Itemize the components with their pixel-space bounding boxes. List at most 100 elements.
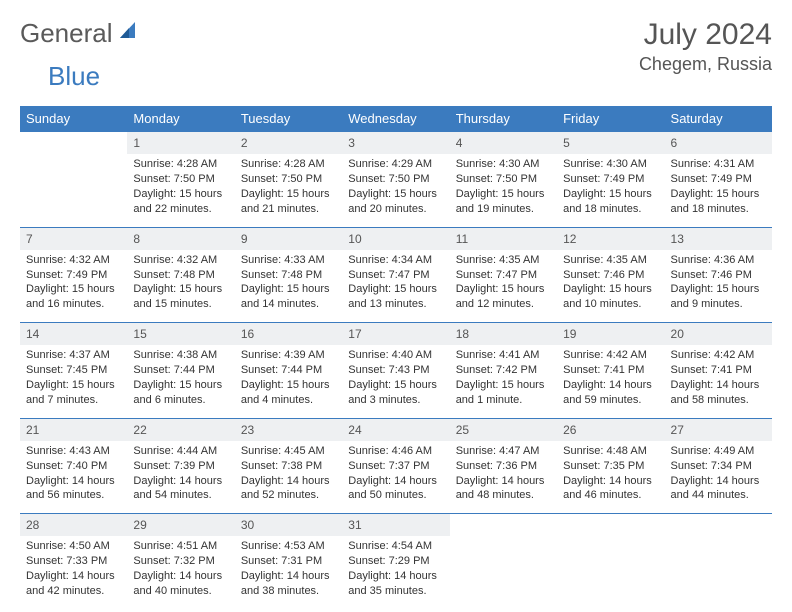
- logo-sail-icon: [117, 20, 139, 47]
- day-number: 28: [20, 514, 127, 536]
- day-body: Sunrise: 4:30 AMSunset: 7:50 PMDaylight:…: [450, 154, 557, 226]
- daylight-text: Daylight: 15 hours and 18 minutes.: [563, 187, 658, 217]
- sunset-text: Sunset: 7:50 PM: [348, 172, 443, 187]
- daylight-text: Daylight: 15 hours and 19 minutes.: [456, 187, 551, 217]
- daylight-text: Daylight: 14 hours and 38 minutes.: [241, 569, 336, 599]
- day-number: 2: [235, 132, 342, 154]
- sunrise-text: Sunrise: 4:38 AM: [133, 348, 228, 363]
- day-number: 18: [450, 323, 557, 345]
- month-title: July 2024: [639, 18, 772, 52]
- calendar-day-cell: 2Sunrise: 4:28 AMSunset: 7:50 PMDaylight…: [235, 132, 342, 228]
- day-body: Sunrise: 4:43 AMSunset: 7:40 PMDaylight:…: [20, 441, 127, 513]
- daylight-text: Daylight: 14 hours and 42 minutes.: [26, 569, 121, 599]
- day-body: [557, 520, 664, 582]
- sunset-text: Sunset: 7:45 PM: [26, 363, 121, 378]
- day-number: 4: [450, 132, 557, 154]
- sunrise-text: Sunrise: 4:48 AM: [563, 444, 658, 459]
- daylight-text: Daylight: 14 hours and 46 minutes.: [563, 474, 658, 504]
- calendar-day-cell: 21Sunrise: 4:43 AMSunset: 7:40 PMDayligh…: [20, 418, 127, 514]
- calendar-day-cell: 18Sunrise: 4:41 AMSunset: 7:42 PMDayligh…: [450, 323, 557, 419]
- sunset-text: Sunset: 7:48 PM: [241, 268, 336, 283]
- day-number: 21: [20, 419, 127, 441]
- sunrise-text: Sunrise: 4:33 AM: [241, 253, 336, 268]
- calendar-week-row: 14Sunrise: 4:37 AMSunset: 7:45 PMDayligh…: [20, 323, 772, 419]
- day-body: Sunrise: 4:47 AMSunset: 7:36 PMDaylight:…: [450, 441, 557, 513]
- sunset-text: Sunset: 7:38 PM: [241, 459, 336, 474]
- weekday-header: Tuesday: [235, 106, 342, 132]
- calendar-day-cell: 10Sunrise: 4:34 AMSunset: 7:47 PMDayligh…: [342, 227, 449, 323]
- sunrise-text: Sunrise: 4:49 AM: [671, 444, 766, 459]
- sunset-text: Sunset: 7:43 PM: [348, 363, 443, 378]
- day-body: Sunrise: 4:45 AMSunset: 7:38 PMDaylight:…: [235, 441, 342, 513]
- sunset-text: Sunset: 7:50 PM: [456, 172, 551, 187]
- daylight-text: Daylight: 15 hours and 21 minutes.: [241, 187, 336, 217]
- day-number: 27: [665, 419, 772, 441]
- calendar-day-cell: 6Sunrise: 4:31 AMSunset: 7:49 PMDaylight…: [665, 132, 772, 228]
- day-body: Sunrise: 4:36 AMSunset: 7:46 PMDaylight:…: [665, 250, 772, 322]
- sunset-text: Sunset: 7:35 PM: [563, 459, 658, 474]
- day-body: Sunrise: 4:37 AMSunset: 7:45 PMDaylight:…: [20, 345, 127, 417]
- calendar-day-cell: 15Sunrise: 4:38 AMSunset: 7:44 PMDayligh…: [127, 323, 234, 419]
- daylight-text: Daylight: 14 hours and 44 minutes.: [671, 474, 766, 504]
- weekday-header: Monday: [127, 106, 234, 132]
- calendar-day-cell: 27Sunrise: 4:49 AMSunset: 7:34 PMDayligh…: [665, 418, 772, 514]
- sunset-text: Sunset: 7:49 PM: [563, 172, 658, 187]
- weekday-header: Thursday: [450, 106, 557, 132]
- sunset-text: Sunset: 7:31 PM: [241, 554, 336, 569]
- sunrise-text: Sunrise: 4:51 AM: [133, 539, 228, 554]
- weekday-header: Saturday: [665, 106, 772, 132]
- daylight-text: Daylight: 15 hours and 13 minutes.: [348, 282, 443, 312]
- day-body: [665, 520, 772, 582]
- title-block: July 2024 Chegem, Russia: [639, 18, 772, 75]
- sunrise-text: Sunrise: 4:29 AM: [348, 157, 443, 172]
- daylight-text: Daylight: 15 hours and 4 minutes.: [241, 378, 336, 408]
- sunrise-text: Sunrise: 4:39 AM: [241, 348, 336, 363]
- calendar-day-cell: 11Sunrise: 4:35 AMSunset: 7:47 PMDayligh…: [450, 227, 557, 323]
- sunset-text: Sunset: 7:33 PM: [26, 554, 121, 569]
- daylight-text: Daylight: 15 hours and 18 minutes.: [671, 187, 766, 217]
- calendar-day-cell: 25Sunrise: 4:47 AMSunset: 7:36 PMDayligh…: [450, 418, 557, 514]
- day-number: 5: [557, 132, 664, 154]
- calendar-day-cell: [20, 132, 127, 228]
- sunset-text: Sunset: 7:37 PM: [348, 459, 443, 474]
- day-number: 6: [665, 132, 772, 154]
- daylight-text: Daylight: 15 hours and 9 minutes.: [671, 282, 766, 312]
- sunrise-text: Sunrise: 4:46 AM: [348, 444, 443, 459]
- sunrise-text: Sunrise: 4:30 AM: [456, 157, 551, 172]
- weekday-header: Sunday: [20, 106, 127, 132]
- sunset-text: Sunset: 7:50 PM: [133, 172, 228, 187]
- day-number: 8: [127, 228, 234, 250]
- calendar-body: 1Sunrise: 4:28 AMSunset: 7:50 PMDaylight…: [20, 132, 772, 609]
- sunset-text: Sunset: 7:49 PM: [26, 268, 121, 283]
- calendar-week-row: 21Sunrise: 4:43 AMSunset: 7:40 PMDayligh…: [20, 418, 772, 514]
- location: Chegem, Russia: [639, 54, 772, 75]
- calendar-day-cell: [450, 514, 557, 609]
- day-body: Sunrise: 4:49 AMSunset: 7:34 PMDaylight:…: [665, 441, 772, 513]
- calendar-week-row: 7Sunrise: 4:32 AMSunset: 7:49 PMDaylight…: [20, 227, 772, 323]
- daylight-text: Daylight: 14 hours and 35 minutes.: [348, 569, 443, 599]
- day-number: 13: [665, 228, 772, 250]
- day-body: Sunrise: 4:53 AMSunset: 7:31 PMDaylight:…: [235, 536, 342, 608]
- calendar-week-row: 28Sunrise: 4:50 AMSunset: 7:33 PMDayligh…: [20, 514, 772, 609]
- day-number: 20: [665, 323, 772, 345]
- day-number: 23: [235, 419, 342, 441]
- calendar-day-cell: 4Sunrise: 4:30 AMSunset: 7:50 PMDaylight…: [450, 132, 557, 228]
- sunrise-text: Sunrise: 4:40 AM: [348, 348, 443, 363]
- calendar-day-cell: 5Sunrise: 4:30 AMSunset: 7:49 PMDaylight…: [557, 132, 664, 228]
- daylight-text: Daylight: 14 hours and 52 minutes.: [241, 474, 336, 504]
- day-number: 14: [20, 323, 127, 345]
- daylight-text: Daylight: 15 hours and 6 minutes.: [133, 378, 228, 408]
- day-body: Sunrise: 4:48 AMSunset: 7:35 PMDaylight:…: [557, 441, 664, 513]
- day-body: Sunrise: 4:41 AMSunset: 7:42 PMDaylight:…: [450, 345, 557, 417]
- day-body: Sunrise: 4:30 AMSunset: 7:49 PMDaylight:…: [557, 154, 664, 226]
- sunset-text: Sunset: 7:41 PM: [563, 363, 658, 378]
- daylight-text: Daylight: 14 hours and 58 minutes.: [671, 378, 766, 408]
- sunset-text: Sunset: 7:46 PM: [563, 268, 658, 283]
- daylight-text: Daylight: 15 hours and 20 minutes.: [348, 187, 443, 217]
- sunrise-text: Sunrise: 4:36 AM: [671, 253, 766, 268]
- sunrise-text: Sunrise: 4:28 AM: [241, 157, 336, 172]
- calendar-day-cell: 13Sunrise: 4:36 AMSunset: 7:46 PMDayligh…: [665, 227, 772, 323]
- sunrise-text: Sunrise: 4:43 AM: [26, 444, 121, 459]
- day-number: 1: [127, 132, 234, 154]
- weekday-header: Friday: [557, 106, 664, 132]
